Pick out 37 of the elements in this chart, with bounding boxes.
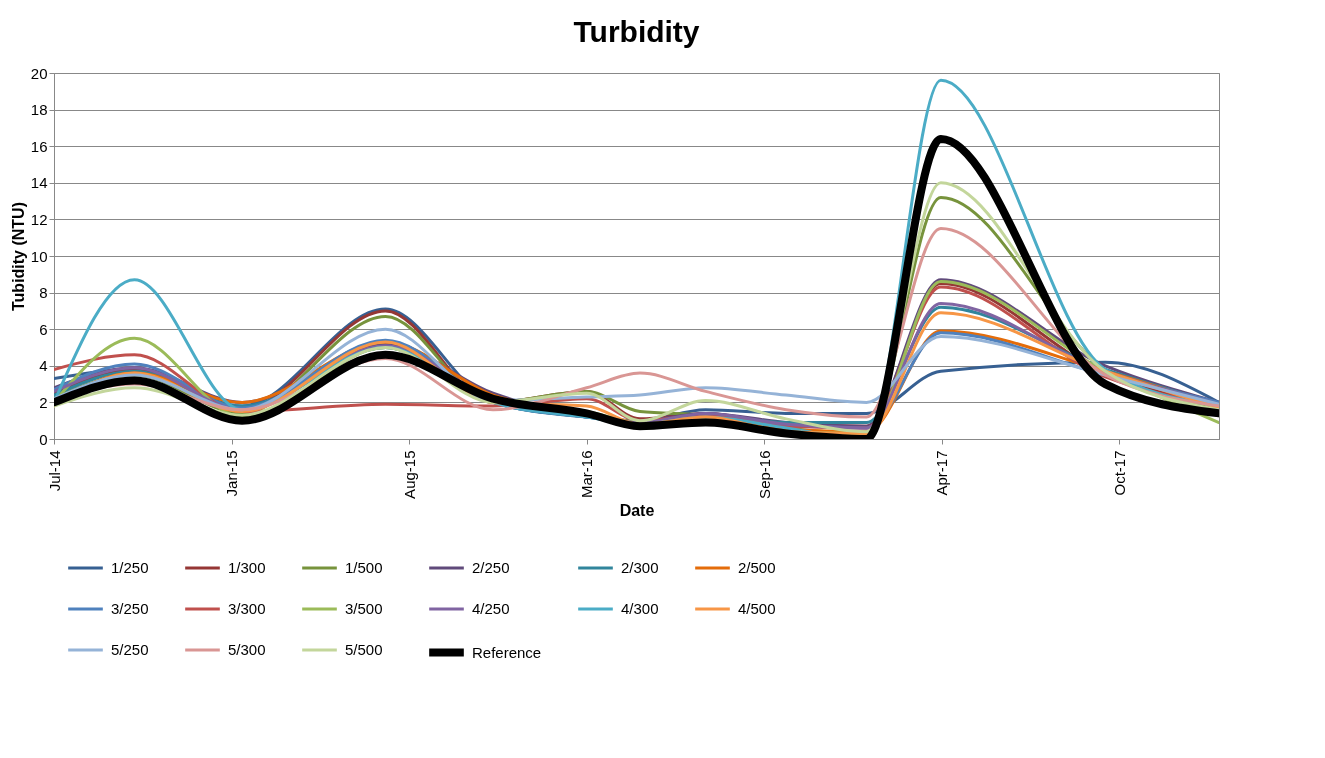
legend-label: 1/500: [345, 559, 383, 576]
y-tick-label: 10: [30, 247, 48, 265]
y-tick-label: 4: [39, 357, 48, 375]
y-tick-label: 20: [30, 64, 48, 82]
x-tick-label: Jan-15: [223, 450, 241, 497]
y-tick-label: 18: [30, 101, 48, 119]
y-tick-label: 12: [30, 210, 48, 228]
x-tick-label: Apr-17: [933, 450, 951, 496]
legend-label: 2/500: [738, 559, 776, 576]
y-axis-title: Tubidity (NTU): [9, 201, 27, 312]
x-axis-title: Date: [619, 501, 655, 519]
chart-title: Turbidity: [573, 15, 700, 48]
y-tick-label: 8: [39, 284, 48, 302]
legend-label: 4/300: [621, 600, 659, 617]
x-tick-label: Aug-15: [400, 450, 418, 499]
legend-label: 5/500: [345, 641, 383, 658]
x-tick-label: Jul-14: [45, 450, 63, 492]
y-tick-label: 0: [39, 430, 48, 448]
legend-label: Reference: [472, 643, 542, 661]
y-tick-label: 2: [39, 393, 48, 411]
legend-label: 5/300: [228, 641, 266, 658]
legend-label: 5/250: [111, 641, 149, 658]
legend-label: 3/300: [228, 600, 266, 617]
y-tick-label: 14: [30, 174, 48, 192]
y-tick-label: 6: [39, 320, 48, 338]
legend-label: 3/500: [345, 600, 383, 617]
x-tick-label: Oct-17: [1110, 450, 1128, 496]
legend-label: 2/300: [621, 559, 659, 576]
legend-label: 1/250: [111, 559, 149, 576]
legend-label: 4/250: [472, 600, 510, 617]
y-tick-label: 16: [30, 137, 48, 155]
legend-label: 1/300: [228, 559, 266, 576]
x-tick-label: Mar-16: [578, 450, 596, 499]
legend-label: 3/250: [111, 600, 149, 617]
legend-label: 2/250: [472, 559, 510, 576]
legend-label: 4/500: [738, 600, 776, 617]
x-tick-label: Sep-16: [755, 450, 773, 499]
